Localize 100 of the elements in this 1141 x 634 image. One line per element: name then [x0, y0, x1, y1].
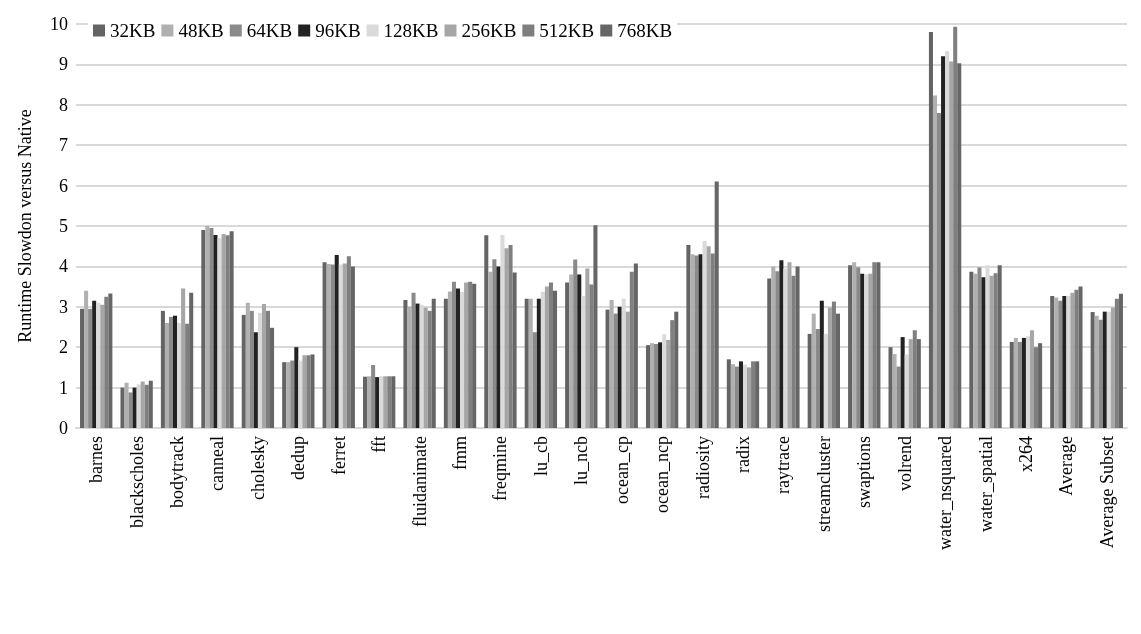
- bar: [383, 376, 388, 428]
- x-tick-label: dedup: [288, 436, 309, 480]
- bar: [181, 288, 186, 428]
- bar: [265, 310, 271, 428]
- bar: [1102, 311, 1107, 428]
- bar: [342, 263, 347, 428]
- y-axis-title: Runtime Slowdon versus Native: [15, 109, 35, 343]
- x-tick-label: x264: [1015, 436, 1036, 472]
- bar: [1034, 347, 1039, 428]
- bar: [403, 299, 408, 428]
- bar: [1009, 341, 1014, 428]
- x-tick-label: raytrace: [773, 436, 794, 494]
- bar: [144, 384, 149, 428]
- bar: [949, 61, 954, 428]
- bar: [371, 364, 376, 428]
- bar: [658, 342, 663, 428]
- bar: [1070, 292, 1075, 428]
- bar: [819, 300, 824, 428]
- bar: [213, 234, 218, 428]
- bar: [779, 260, 784, 428]
- bar: [201, 230, 206, 428]
- bar: [548, 282, 553, 428]
- bar: [532, 332, 537, 428]
- legend-label: 64KB: [246, 20, 293, 41]
- bar: [241, 314, 246, 428]
- legend-label: 128KB: [383, 20, 439, 41]
- bar: [407, 306, 412, 428]
- bar: [1110, 307, 1115, 428]
- bar: [973, 273, 978, 428]
- legend-label: 96KB: [315, 20, 361, 41]
- bar: [565, 282, 570, 428]
- bar: [330, 264, 335, 428]
- bar: [900, 337, 905, 428]
- bar: [629, 271, 634, 428]
- bar: [686, 244, 691, 428]
- bar: [270, 327, 275, 428]
- bar: [261, 303, 266, 428]
- bar: [140, 381, 145, 428]
- bar: [310, 354, 315, 428]
- bar: [286, 362, 291, 428]
- bar: [872, 262, 877, 428]
- bar: [577, 274, 582, 428]
- bar: [1074, 289, 1079, 428]
- bar: [544, 286, 549, 428]
- bar: [645, 345, 651, 428]
- bar: [443, 298, 448, 428]
- bar: [807, 333, 812, 428]
- bar: [294, 347, 299, 428]
- bar: [1029, 330, 1035, 428]
- bar: [848, 265, 853, 428]
- bar: [472, 283, 477, 428]
- bar: [528, 298, 533, 428]
- bar: [593, 225, 598, 428]
- bar: [488, 271, 493, 428]
- bar: [787, 262, 792, 428]
- y-tick-label: 2: [59, 337, 68, 358]
- x-tick-label: volrend: [894, 436, 915, 491]
- bar: [322, 262, 327, 428]
- bar: [811, 313, 816, 428]
- bar: [690, 254, 695, 428]
- bar: [1098, 319, 1103, 428]
- bar: [585, 268, 590, 428]
- y-tick-label: 10: [50, 14, 68, 34]
- bar: [168, 316, 174, 428]
- x-tick-label: radix: [732, 436, 753, 473]
- bar: [132, 387, 137, 428]
- bar: [80, 308, 85, 428]
- bar: [791, 275, 796, 428]
- bar: [908, 339, 913, 428]
- x-tick-label: radiosity: [692, 436, 713, 499]
- bar: [164, 322, 169, 428]
- bar: [613, 313, 618, 428]
- bar: [1118, 293, 1123, 428]
- x-tick-label: fft: [369, 436, 390, 453]
- y-tick-label: 1: [59, 377, 68, 398]
- bar: [706, 246, 711, 428]
- bar: [302, 355, 307, 428]
- bar: [451, 281, 456, 428]
- bar: [334, 255, 339, 428]
- bar: [484, 235, 489, 428]
- bar: [775, 271, 780, 428]
- x-tick-label: Average Subset: [1096, 436, 1117, 549]
- bar: [185, 323, 190, 428]
- bar: [953, 26, 958, 428]
- bar: [654, 343, 659, 428]
- bar: [993, 273, 998, 428]
- bar: [221, 234, 226, 428]
- bar: [512, 272, 517, 428]
- y-tick-label: 6: [59, 175, 68, 196]
- bar: [1058, 300, 1063, 428]
- bar: [375, 377, 380, 428]
- bar: [1050, 295, 1055, 428]
- bar: [694, 255, 699, 428]
- bar: [589, 284, 594, 428]
- bar: [496, 266, 501, 428]
- bar: [730, 364, 735, 428]
- bar: [411, 292, 416, 428]
- bar: [367, 376, 372, 428]
- bar: [423, 307, 428, 428]
- bar: [104, 296, 109, 428]
